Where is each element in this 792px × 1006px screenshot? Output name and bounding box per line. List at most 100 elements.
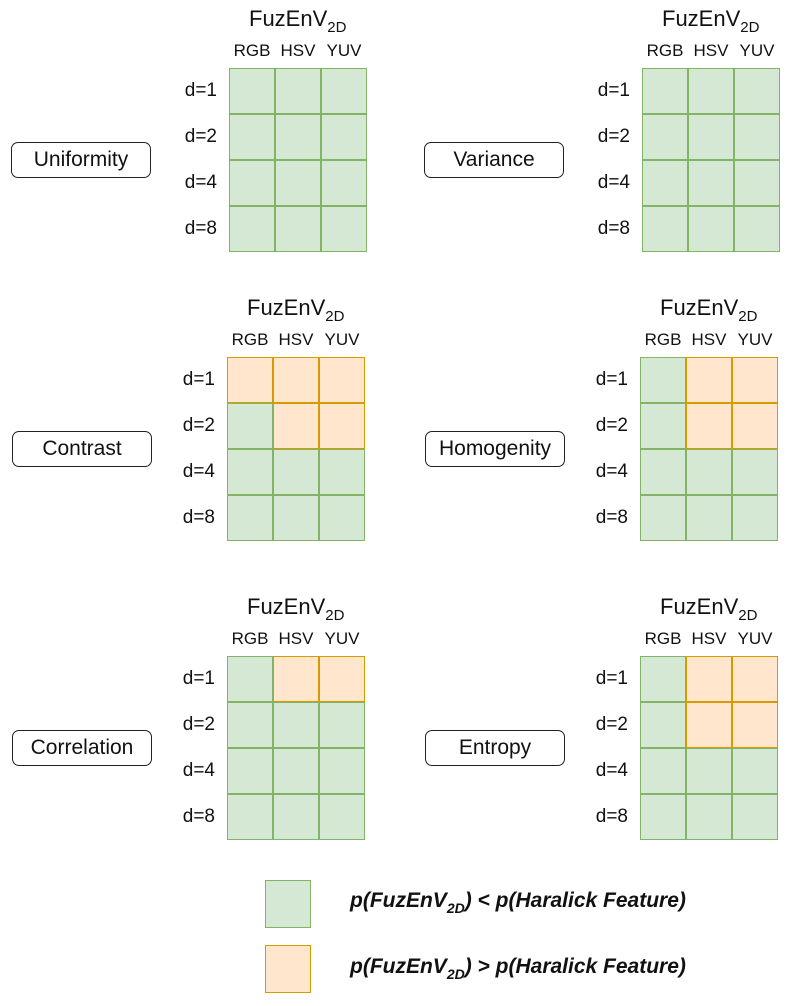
row-header: d=1	[184, 80, 217, 101]
grid-cell-orange	[732, 357, 778, 403]
grid-cell-green	[734, 114, 780, 160]
grid-cell-green	[273, 495, 319, 541]
grid-cell-orange	[686, 403, 732, 449]
grid-cell-green	[640, 495, 686, 541]
column-header-rgb: RGB	[231, 629, 269, 648]
grid-cell-green	[734, 68, 780, 114]
grid-cell-green	[686, 748, 732, 794]
grid-cell-green	[319, 449, 365, 495]
column-header-hsv: HSV	[691, 629, 727, 648]
grid-cell-green	[319, 748, 365, 794]
row-header: d=2	[182, 714, 215, 735]
grid-cell-green	[732, 794, 778, 840]
grid-cell-orange	[227, 357, 273, 403]
grid-cell-green	[229, 206, 275, 252]
grid-cell-orange	[732, 403, 778, 449]
grid-cell-green	[732, 495, 778, 541]
grid-cell-orange	[273, 656, 319, 702]
grid-cell-orange	[732, 702, 778, 748]
grid-cell-green	[273, 702, 319, 748]
column-header-hsv: HSV	[691, 330, 727, 349]
grid-cell-green	[319, 495, 365, 541]
grid-cell-orange	[273, 357, 319, 403]
grid-cell-green	[640, 357, 686, 403]
feature-label-homogenity: Homogenity	[425, 431, 565, 467]
grid-cell-green	[229, 114, 275, 160]
row-header: d=1	[182, 369, 215, 390]
column-header-hsv: HSV	[693, 41, 729, 60]
grid-cell-orange	[686, 702, 732, 748]
row-header: d=2	[595, 714, 628, 735]
feature-label-variance: Variance	[424, 142, 564, 178]
legend-text-green: p(FuzEnV2D) < p(Haralick Feature)	[350, 889, 686, 916]
column-header-rgb: RGB	[231, 330, 269, 349]
column-header-yuv: YUV	[737, 330, 773, 349]
grid-cell-green	[642, 68, 688, 114]
grid-cell-green	[273, 748, 319, 794]
panel-title: FuzEnV2D	[247, 295, 345, 325]
grid-cell-green	[273, 449, 319, 495]
row-header: d=1	[595, 369, 628, 390]
row-header: d=2	[182, 415, 215, 436]
row-header: d=1	[597, 80, 630, 101]
column-header-yuv: YUV	[324, 629, 360, 648]
grid-cell-green	[642, 160, 688, 206]
row-header: d=4	[595, 760, 628, 781]
result-grid-correlation	[227, 656, 365, 840]
grid-cell-green	[640, 449, 686, 495]
column-header-yuv: YUV	[739, 41, 775, 60]
row-header: d=2	[595, 415, 628, 436]
row-header: d=4	[184, 172, 217, 193]
row-header: d=4	[182, 760, 215, 781]
grid-cell-orange	[273, 403, 319, 449]
grid-cell-green	[229, 160, 275, 206]
grid-cell-green	[227, 748, 273, 794]
grid-cell-green	[227, 656, 273, 702]
feature-label-contrast: Contrast	[12, 431, 152, 467]
row-header: d=8	[182, 507, 215, 528]
row-header: d=8	[595, 806, 628, 827]
grid-cell-green	[227, 403, 273, 449]
panel-title: FuzEnV2D	[660, 295, 758, 325]
grid-cell-green	[319, 702, 365, 748]
grid-cell-green	[734, 160, 780, 206]
grid-cell-green	[275, 160, 321, 206]
column-header-rgb: RGB	[646, 41, 684, 60]
column-header-hsv: HSV	[280, 41, 316, 60]
row-header: d=2	[184, 126, 217, 147]
legend-text-orange: p(FuzEnV2D) > p(Haralick Feature)	[350, 955, 686, 982]
grid-cell-green	[275, 68, 321, 114]
grid-cell-orange	[319, 403, 365, 449]
grid-cell-green	[321, 160, 367, 206]
panel-title: FuzEnV2D	[247, 594, 345, 624]
grid-cell-green	[688, 160, 734, 206]
panel-title: FuzEnV2D	[662, 6, 760, 36]
grid-cell-green	[688, 114, 734, 160]
grid-cell-green	[227, 702, 273, 748]
grid-cell-green	[321, 206, 367, 252]
grid-cell-green	[227, 794, 273, 840]
column-header-rgb: RGB	[644, 330, 682, 349]
result-grid-variance	[642, 68, 780, 252]
grid-cell-green	[321, 68, 367, 114]
grid-cell-green	[640, 702, 686, 748]
grid-cell-green	[686, 449, 732, 495]
column-header-rgb: RGB	[233, 41, 271, 60]
grid-cell-green	[275, 114, 321, 160]
row-header: d=8	[595, 507, 628, 528]
result-grid-uniformity	[229, 68, 367, 252]
grid-cell-orange	[319, 656, 365, 702]
feature-label-entropy: Entropy	[425, 730, 565, 766]
column-header-rgb: RGB	[644, 629, 682, 648]
grid-cell-green	[686, 794, 732, 840]
grid-cell-orange	[319, 357, 365, 403]
row-header: d=4	[182, 461, 215, 482]
grid-cell-orange	[686, 656, 732, 702]
grid-cell-green	[227, 495, 273, 541]
legend-swatch-orange	[265, 945, 311, 993]
row-header: d=4	[597, 172, 630, 193]
panel-title: FuzEnV2D	[249, 6, 347, 36]
row-header: d=4	[595, 461, 628, 482]
result-grid-homogenity	[640, 357, 778, 541]
row-header: d=8	[182, 806, 215, 827]
